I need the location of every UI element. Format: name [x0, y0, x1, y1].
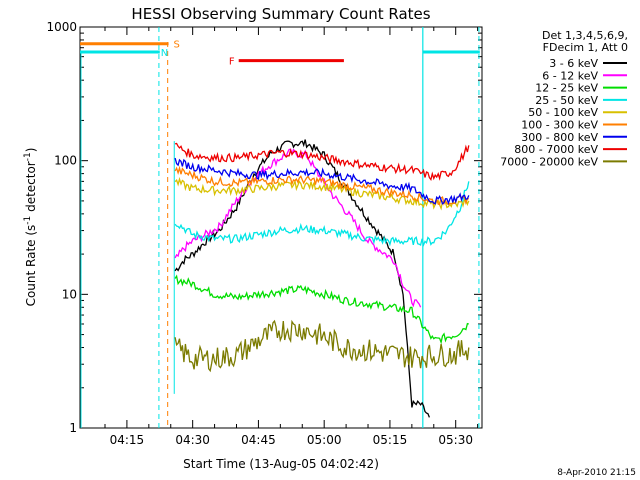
series-line-800-7000-kev [174, 142, 470, 181]
series-line-100-300-kev [174, 165, 469, 206]
series-line-25-50-kev [174, 181, 470, 248]
legend-label-3: 25 - 50 keV [535, 94, 598, 107]
legend: Det 1,3,4,5,6,9,FDecim 1, Att 0 3 - 6 keV… [500, 29, 628, 168]
x-tick-label-1: 04:30 [175, 433, 210, 447]
y-tick-label-2: 100 [54, 154, 77, 168]
x-axis-label: Start Time (13-Aug-05 04:02:42) [183, 457, 379, 471]
x-tick-label-5: 05:30 [438, 433, 473, 447]
legend-label-6: 300 - 800 keV [521, 131, 598, 144]
series-line-7000-20000-kev [174, 319, 470, 373]
legend-label-4: 50 - 100 keV [528, 106, 598, 119]
y-tick-label-0: 1 [69, 421, 77, 435]
y-tick-label-3: 1000 [46, 20, 77, 34]
annotation-bars: SN F [80, 40, 344, 68]
legend-header-1: FDecim 1, Att 0 [543, 41, 628, 54]
x-tick-label-0: 04:15 [110, 433, 145, 447]
legend-label-0: 3 - 6 keV [549, 57, 598, 70]
series-line-12-25-kev [174, 274, 469, 345]
legend-label-2: 12 - 25 keV [535, 82, 598, 95]
legend-label-1: 6 - 12 keV [542, 69, 598, 82]
legend-header-0: Det 1,3,4,5,6,9, [542, 29, 628, 42]
series-lines [174, 139, 470, 418]
footer-timestamp: 8-Apr-2010 21:15 [557, 468, 636, 478]
y-axis-label: Count Rate (s-1 detector-1) [23, 148, 38, 307]
series-line-300-800-kev [174, 157, 470, 206]
x-tick-label-3: 05:00 [307, 433, 342, 447]
axis-tick-labels: 04:15 04:30 04:45 05:00 05:15 05:30 1 10 100 1000 [46, 20, 473, 447]
series-line-6-12-kev [174, 148, 422, 308]
x-tick-label-4: 05:15 [373, 433, 408, 447]
plot-frame [79, 26, 483, 429]
legend-label-7: 800 - 7000 keV [514, 143, 598, 156]
vertical-marker-lines [80, 27, 480, 428]
legend-label-5: 100 - 300 keV [521, 119, 598, 132]
y-tick-label-1: 10 [62, 287, 77, 301]
chart-title: HESSI Observing Summary Count Rates [131, 5, 430, 23]
x-tick-label-2: 04:45 [241, 433, 276, 447]
annotation-label-n: N [161, 48, 168, 59]
annotation-label-s: S [174, 40, 180, 51]
annotation-label-f: F [229, 57, 235, 68]
series-line-50-100-kev [174, 176, 470, 211]
legend-label-8: 7000 - 20000 keV [500, 155, 598, 168]
